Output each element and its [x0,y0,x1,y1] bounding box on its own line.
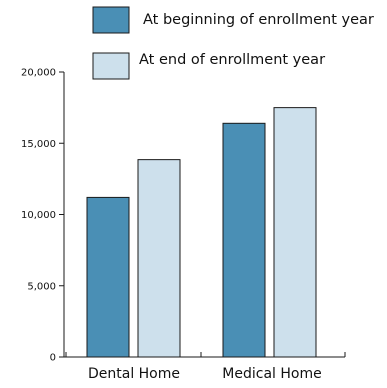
category-labels: Dental Home Medical Home [88,366,322,382]
x-axis-ticks [65,352,346,357]
bar-dental-home-end [137,159,181,358]
category-label: Medical Home [222,366,321,382]
category-label: Dental Home [88,366,180,382]
bar-dental-home-beginning [86,196,130,358]
legend-swatch-end [92,52,130,80]
y-tick-label: 5,000 [27,281,56,292]
legend-label-end: At end of enrollment year [139,52,325,68]
bar-medical-home-beginning [222,122,266,358]
y-tick-label: 20,000 [21,68,56,79]
legend-label-beginning: At beginning of enrollment year [143,12,374,28]
legend: At beginning of enrollment year At end o… [92,6,374,80]
legend-swatch-beginning [92,6,130,34]
y-tick-label: 0 [50,353,56,364]
bars [86,107,317,358]
bar-medical-home-end [273,107,317,358]
y-axis-ticks: 0 5,000 10,000 15,000 20,000 [21,68,64,364]
y-tick-label: 15,000 [21,139,56,150]
y-tick-label: 10,000 [21,210,56,221]
